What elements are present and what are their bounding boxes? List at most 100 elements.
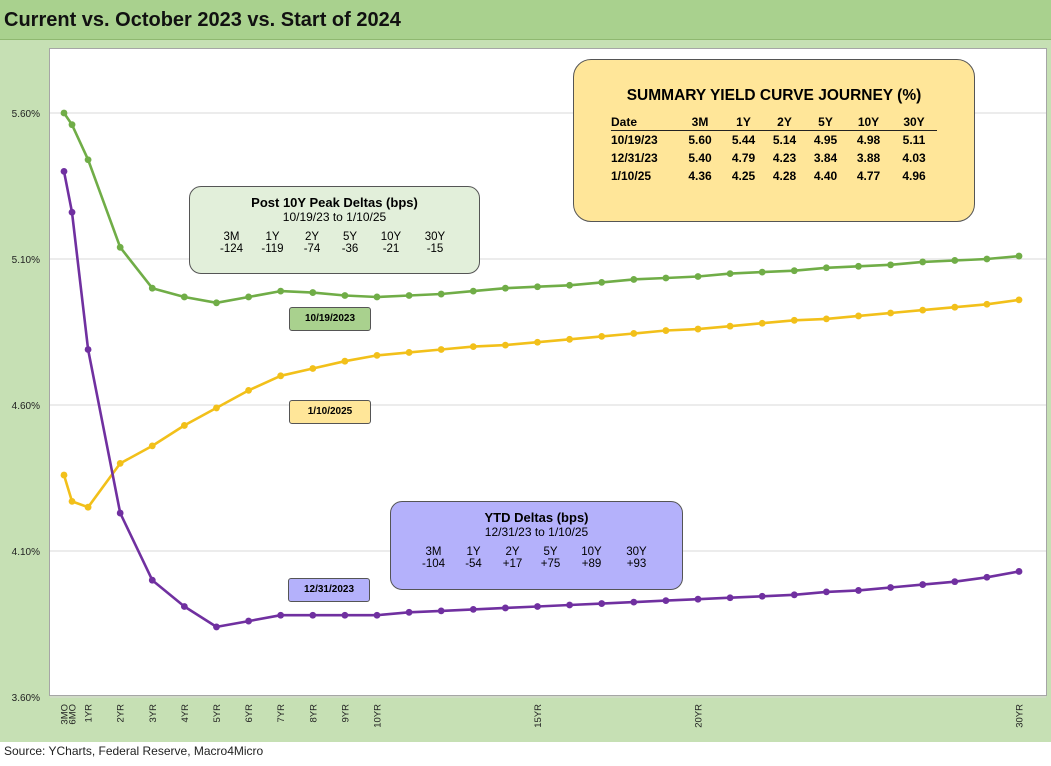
ytd-deltas-table: 3M 1Y 2Y 5Y 10Y 30Y -104 -54 +17 +75 +89… xyxy=(414,546,660,570)
peak-value-cell: -124 xyxy=(219,243,244,255)
ytd-header-cell: 10Y xyxy=(581,546,602,558)
data-point xyxy=(758,592,766,600)
data-point xyxy=(887,261,894,269)
peak-header-row: 3M 1Y 2Y 5Y 10Y 30Y xyxy=(212,231,458,243)
x-tick-label: 9YR xyxy=(340,704,351,723)
summary-cell: 5.60 xyxy=(688,133,712,147)
summary-header-cell: 1Y xyxy=(723,113,764,131)
data-point xyxy=(180,603,188,610)
data-point xyxy=(245,293,252,301)
data-point xyxy=(309,365,317,372)
series-label-dec-2023: 12/31/2023 xyxy=(288,578,370,602)
x-tick-label: 10YR xyxy=(372,704,383,728)
x-tick-label: 20YR xyxy=(693,704,704,728)
data-point xyxy=(405,349,413,356)
ytd-header-cell: 3M xyxy=(425,546,442,558)
data-point xyxy=(822,315,830,323)
data-point xyxy=(726,594,734,602)
data-point xyxy=(983,255,991,263)
data-point xyxy=(566,335,573,343)
peak-header-cell: 3M xyxy=(223,231,240,243)
data-point xyxy=(309,611,317,619)
data-point xyxy=(566,601,573,609)
summary-header-cell: 3M xyxy=(677,113,723,131)
data-point xyxy=(60,109,68,117)
data-point xyxy=(534,283,541,291)
peak-header-cell: 2Y xyxy=(304,231,320,243)
y-tick-label: 4.10% xyxy=(12,547,40,558)
data-point xyxy=(630,276,638,283)
data-point xyxy=(277,287,285,295)
x-tick-label: 2YR xyxy=(116,704,127,723)
data-point xyxy=(277,611,285,619)
summary-header-cell: 2Y xyxy=(764,113,805,131)
data-point xyxy=(373,351,381,359)
peak-value-cell: -74 xyxy=(303,243,321,255)
data-point xyxy=(84,156,92,164)
x-tick-label: 7YR xyxy=(276,704,287,723)
data-point xyxy=(726,270,734,277)
data-point xyxy=(405,292,413,299)
data-point xyxy=(598,600,606,607)
data-point xyxy=(598,332,606,340)
summary-cell: 4.98 xyxy=(856,133,881,147)
data-point xyxy=(951,257,959,264)
y-tick-label: 5.10% xyxy=(12,255,40,266)
peak-header-cell: 10Y xyxy=(380,231,402,243)
data-point xyxy=(116,509,124,517)
x-tick-label: 6YR xyxy=(244,704,255,723)
series xyxy=(60,109,1023,631)
data-point xyxy=(1015,568,1023,575)
data-point xyxy=(341,611,349,619)
summary-cell: 10/19/23 xyxy=(611,133,658,147)
ytd-value-row: -104 -54 +17 +75 +89 +93 xyxy=(414,558,660,570)
data-point xyxy=(373,611,381,619)
summary-cell: 4.03 xyxy=(902,151,926,165)
series-label-jan-2025: 1/10/2025 xyxy=(289,400,371,424)
data-point xyxy=(758,319,766,327)
data-point xyxy=(213,623,220,631)
data-point xyxy=(726,322,734,330)
data-point xyxy=(822,588,830,596)
ytd-value-cell: -104 xyxy=(421,558,446,570)
ytd-header-cell: 30Y xyxy=(626,546,647,558)
data-point xyxy=(68,208,76,216)
data-point xyxy=(501,341,509,349)
peak-deltas-box: Post 10Y Peak Deltas (bps) 10/19/23 to 1… xyxy=(189,186,480,274)
data-point xyxy=(501,284,509,292)
peak-value-cell: -36 xyxy=(341,243,359,255)
data-point xyxy=(84,503,92,511)
summary-cell: 4.96 xyxy=(902,169,926,183)
data-point xyxy=(822,264,830,272)
data-point xyxy=(694,325,702,333)
chart-header: Current vs. October 2023 vs. Start of 20… xyxy=(0,0,1051,40)
data-point xyxy=(469,606,477,613)
x-tick-label: 5YR xyxy=(212,704,223,723)
summary-cell: 4.79 xyxy=(731,151,756,165)
data-point xyxy=(566,281,573,289)
ytd-value-cell: +17 xyxy=(502,558,523,570)
x-tick-label: 3YR xyxy=(148,704,159,723)
data-point xyxy=(68,121,76,129)
ytd-header-row: 3M 1Y 2Y 5Y 10Y 30Y xyxy=(414,546,660,558)
ytd-deltas-box: YTD Deltas (bps) 12/31/23 to 1/10/25 3M … xyxy=(390,501,683,590)
data-point xyxy=(790,316,798,324)
data-point xyxy=(277,372,285,380)
data-point xyxy=(919,581,927,588)
data-point xyxy=(469,343,477,350)
data-point xyxy=(534,338,541,346)
data-point xyxy=(148,442,156,450)
summary-cell: 5.11 xyxy=(902,133,926,147)
data-point xyxy=(469,287,477,295)
summary-row: 10/19/23 5.60 5.44 5.14 4.95 4.98 5.11 xyxy=(611,131,937,150)
summary-cell: 4.23 xyxy=(772,151,797,165)
data-point xyxy=(534,603,541,610)
peak-value-cell: -15 xyxy=(426,243,444,255)
series-label-oct-2023: 10/19/2023 xyxy=(289,307,371,331)
summary-header-row: Date 3M 1Y 2Y 5Y 10Y 30Y xyxy=(611,113,937,131)
data-point xyxy=(341,292,349,299)
summary-header-cell: Date xyxy=(611,113,677,131)
peak-box-title: Post 10Y Peak Deltas (bps) xyxy=(251,195,418,210)
data-point xyxy=(405,608,413,616)
data-point xyxy=(790,267,798,275)
